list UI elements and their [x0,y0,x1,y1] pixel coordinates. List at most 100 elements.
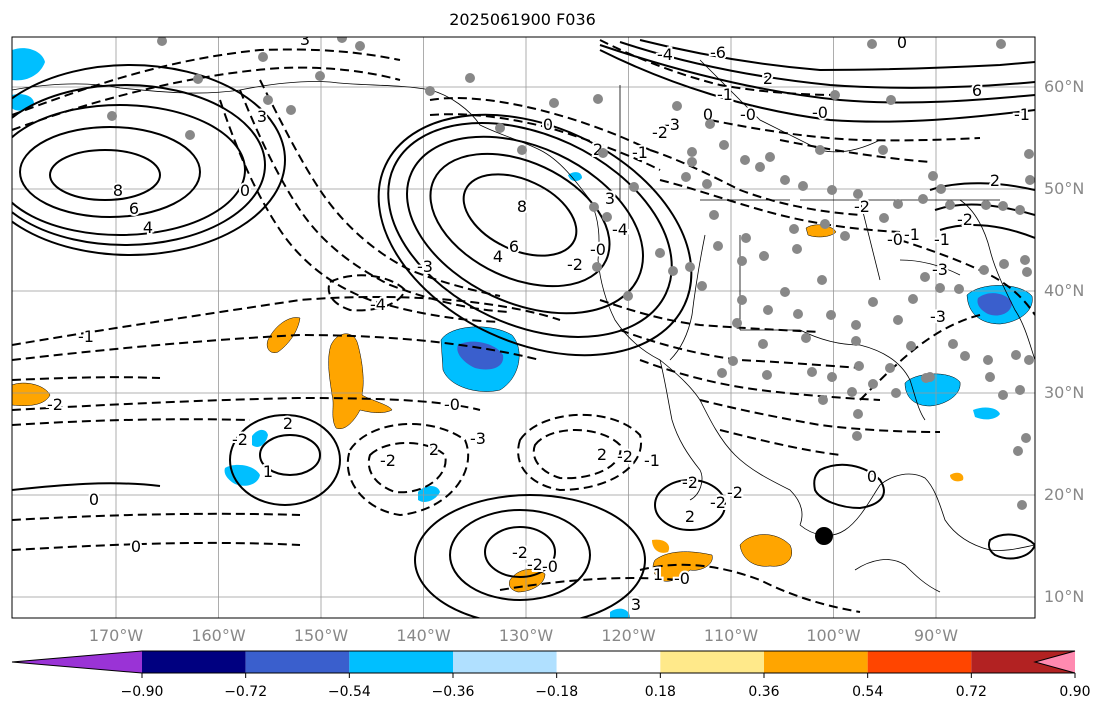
contour-label: 3 [257,107,267,126]
station-dot [668,266,678,276]
contour-label: 0 [543,115,553,134]
colorbar-swatch [556,651,661,673]
station-dot [589,202,599,212]
station-dot [780,175,790,185]
colorbar-swatch [349,651,453,673]
contour-label: -3 [470,429,486,448]
station-dot [286,105,296,115]
contour-label: 0 [240,181,250,200]
station-dot [602,212,612,222]
contour-label: -4 [657,45,673,64]
colorbar [11,650,1076,678]
contour-label: -3 [932,260,948,279]
latitude-label: 60°N [1044,77,1085,96]
station-dot [1011,350,1021,360]
station-dot [719,140,729,150]
colorbar-tick-label: −0.90 [120,684,164,700]
colorbar-tick-label: −0.54 [327,684,371,700]
colorbar-tick-label: −0.18 [535,684,579,700]
contour-label: 8 [113,181,123,200]
contour-label: -1 [1014,105,1030,124]
station-dot [818,395,828,405]
contour-label: -2 [682,473,698,492]
coastlines [12,59,1035,593]
contour-label: -0 [590,240,606,259]
station-dot [998,201,1008,211]
longitude-label: 130°W [498,626,554,645]
station-dot [702,179,712,189]
colorbar-tick-label: 0.90 [1059,684,1091,700]
contour-label: -0 [812,103,828,122]
storm-center-marker [815,527,833,545]
station-dot [717,368,727,378]
contour-label: -2 [380,451,396,470]
contour-label: 4 [143,218,153,237]
station-dot [827,372,837,382]
contour-label: -0 [740,105,756,124]
contour-label: 6 [129,199,139,218]
station-dot [1020,255,1030,265]
colorbar-tick-label: 0.72 [955,684,987,700]
station-dot [549,98,559,108]
station-dot [780,287,790,297]
station-dot [792,244,802,254]
longitude-label: 170°W [88,626,144,645]
contour-label: -2 [710,493,726,512]
colorbar-swatch [453,651,557,673]
station-dot [793,309,803,319]
station-dot [1017,500,1027,510]
station-dot [713,241,723,251]
station-dot [840,231,850,241]
contour-label: -1 [904,225,920,244]
contour-label: -0 [674,569,690,588]
colorbar-swatch [764,651,868,673]
contour-label: 3 [605,189,615,208]
station-dot [593,94,603,104]
dashed-contour-lines [12,39,1035,613]
longitude-label: 110°W [703,626,759,645]
contour-label: -1 [717,85,733,104]
station-dot [954,284,964,294]
station-dot [697,281,707,291]
station-dot [906,341,916,351]
longitude-label: 160°W [191,626,246,645]
station-dot [672,101,682,111]
station-dot [945,200,955,210]
station-dot [908,294,918,304]
station-dot [465,73,475,83]
station-markers [107,37,1035,510]
station-dot [337,37,347,43]
contour-label: -1 [632,143,648,162]
station-dot [893,315,903,325]
contour-label: 0 [89,490,99,509]
station-dot [928,171,938,181]
station-dot [847,387,857,397]
station-dot [827,185,837,195]
station-dot [685,262,695,272]
station-dot [1013,446,1023,456]
station-dot [762,370,772,380]
station-dot [598,148,608,158]
station-dot [854,361,864,371]
station-dot [983,355,993,365]
station-dot [789,224,799,234]
contour-label: 8 [517,197,527,216]
longitude-label: 90°W [913,626,959,645]
station-dot [709,210,719,220]
contour-label: -2 [232,430,248,449]
station-dot [629,182,639,192]
contour-label: 6 [509,237,519,256]
station-dot [495,123,505,133]
station-dot [817,275,827,285]
station-dot [193,74,203,84]
contour-label: 2 [597,445,607,464]
station-dot [853,189,863,199]
station-dot [998,390,1008,400]
contour-label: 2 [283,414,293,433]
station-dot [868,379,878,389]
station-dot [886,95,896,105]
contour-label: -4 [370,295,386,314]
contour-label: -6 [710,43,726,62]
station-dot [979,265,989,275]
station-dot [851,336,861,346]
